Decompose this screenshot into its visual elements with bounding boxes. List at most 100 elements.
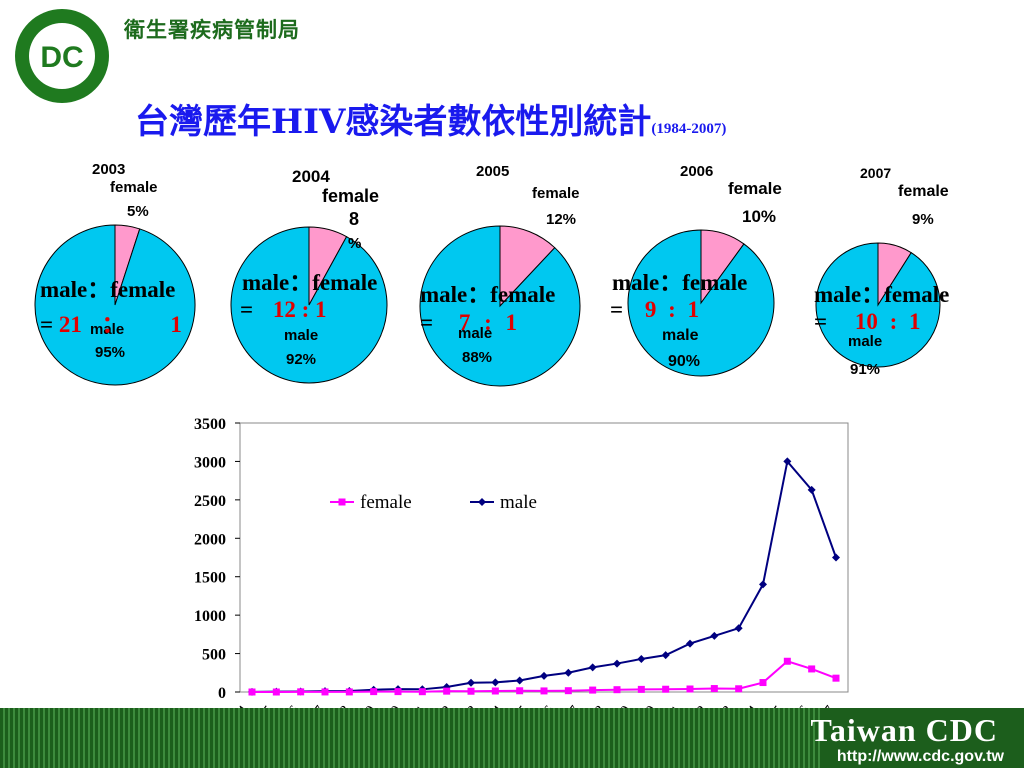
female-point bbox=[272, 688, 280, 696]
y-tick-label: 1000 bbox=[194, 608, 226, 625]
pie-2007-female-pct: 9% bbox=[912, 211, 934, 228]
footer-bar: Taiwan CDC http://www.cdc.gov.tw bbox=[0, 708, 1024, 768]
male-point bbox=[467, 678, 475, 687]
pie-2004-ratio-prefix: male：female bbox=[242, 270, 378, 295]
pie-2007-ratio: = 10 : 1 bbox=[814, 309, 921, 335]
title-main: 台灣歷年HIV感染者數依性別統計 bbox=[135, 102, 652, 142]
legend-female-marker bbox=[338, 498, 346, 506]
ratio-eq: = bbox=[420, 310, 434, 335]
ratio-female-num: 1 bbox=[687, 297, 700, 322]
pie-svg bbox=[34, 224, 941, 387]
footer-stripes bbox=[0, 708, 820, 768]
legend-male-marker bbox=[478, 498, 486, 506]
pie-2005-ratio: = 7 : 1 bbox=[420, 310, 517, 336]
ratio-sep: : bbox=[301, 297, 310, 322]
pie-2003-female-label: female bbox=[110, 179, 158, 196]
ratio-female-num: 1 bbox=[315, 297, 327, 322]
footer-url: http://www.cdc.gov.tw bbox=[836, 748, 1004, 765]
female-point bbox=[759, 679, 767, 687]
female-point bbox=[467, 687, 475, 695]
male-point bbox=[613, 659, 621, 668]
y-tick-label: 0 bbox=[218, 685, 226, 702]
pie-2007-year: 2007 bbox=[860, 165, 892, 181]
male-point bbox=[807, 485, 816, 494]
pie-2005-male-label: male bbox=[458, 325, 493, 342]
pie-2004-male-slice bbox=[230, 226, 388, 384]
male-point bbox=[686, 639, 694, 648]
pie-2007-ratio-prefix: male：female bbox=[814, 282, 950, 307]
female-point bbox=[345, 688, 353, 696]
pie-2006-ratio: = 9 : 1 bbox=[610, 297, 699, 323]
pie-charts: 2003 female 5% male 95% male：female = 21… bbox=[0, 155, 1024, 400]
pie-2004-female-pct-b: % bbox=[348, 235, 362, 252]
ratio-female-num: 1 bbox=[909, 309, 921, 334]
pie-2005-female-slice bbox=[499, 225, 556, 308]
pie-2004-year: 2004 bbox=[292, 167, 330, 186]
female-point bbox=[808, 665, 816, 673]
male-point bbox=[515, 676, 524, 685]
line-chart: 3500300025002000150010005000198419851986… bbox=[0, 405, 1024, 737]
pie-2004-male-label: male bbox=[284, 327, 319, 344]
male-point bbox=[734, 624, 743, 633]
female-point bbox=[589, 686, 597, 694]
pie-2006-female-pct: 10% bbox=[742, 207, 777, 226]
female-point bbox=[443, 687, 451, 695]
female-point bbox=[297, 688, 305, 696]
y-tick-label: 500 bbox=[202, 647, 226, 664]
female-point bbox=[564, 687, 572, 695]
female-point bbox=[662, 685, 670, 693]
male-point bbox=[588, 663, 597, 672]
male-point bbox=[661, 651, 670, 660]
pie-2004-female-label: female bbox=[322, 186, 380, 206]
female-point bbox=[783, 657, 791, 665]
female-point bbox=[613, 686, 621, 694]
ratio-eq: = bbox=[814, 309, 828, 334]
y-tick-label: 2500 bbox=[194, 493, 226, 510]
pie-2007-female-label: female bbox=[898, 183, 949, 200]
female-point bbox=[832, 674, 840, 682]
ratio-sep: : bbox=[889, 309, 898, 334]
logo-text: DC bbox=[40, 41, 83, 74]
cdc-logo: DC bbox=[12, 6, 112, 106]
pie-2007-male-pct: 91% bbox=[850, 361, 881, 378]
male-point bbox=[637, 654, 646, 663]
female-point bbox=[491, 687, 499, 695]
female-point bbox=[370, 688, 378, 696]
plot-area bbox=[239, 422, 849, 693]
pie-2003-female-pct: 5% bbox=[127, 203, 149, 220]
legend-male-label: male bbox=[500, 492, 537, 513]
ratio-eq: = bbox=[40, 312, 54, 337]
pie-2007-male-slice bbox=[815, 242, 941, 368]
pie-2003-ratio: = 21 ： 1 bbox=[40, 305, 182, 339]
y-tick-label: 1500 bbox=[194, 570, 226, 587]
female-point bbox=[248, 688, 256, 696]
pie-2003-male-label: male bbox=[90, 321, 125, 338]
ratio-male-num: 12 bbox=[272, 297, 296, 322]
male-point bbox=[540, 671, 548, 680]
y-tick-label: 3500 bbox=[194, 416, 226, 433]
pie-2005-ratio-prefix: male：female bbox=[420, 282, 556, 307]
ratio-sep: : bbox=[668, 297, 676, 322]
pie-2005-male-pct: 88% bbox=[462, 349, 493, 366]
pie-2005-female-label: female bbox=[532, 185, 580, 202]
male-point bbox=[564, 668, 573, 677]
male-point bbox=[832, 553, 840, 562]
pie-2003-ratio-prefix: male：female bbox=[40, 277, 176, 302]
ratio-male-num: 9 bbox=[644, 297, 657, 322]
pie-2003-male-slice bbox=[34, 224, 196, 386]
ratio-male-num: 10 bbox=[854, 309, 878, 334]
ratio-male-num: 21 bbox=[58, 312, 82, 337]
female-point bbox=[735, 685, 743, 693]
pie-2005-year: 2005 bbox=[476, 163, 510, 180]
ratio-eq: = bbox=[240, 297, 254, 322]
male-point bbox=[759, 580, 767, 589]
female-point bbox=[710, 685, 718, 693]
ratio-male-num: 7 bbox=[458, 310, 471, 335]
pie-2006-female-label: female bbox=[728, 179, 782, 198]
male-point bbox=[710, 631, 719, 640]
pie-2006-male-slice bbox=[627, 229, 775, 377]
y-tick-label: 2000 bbox=[194, 531, 226, 548]
female-point bbox=[321, 688, 329, 696]
female-point bbox=[540, 687, 548, 695]
pie-2003-year: 2003 bbox=[92, 161, 126, 178]
